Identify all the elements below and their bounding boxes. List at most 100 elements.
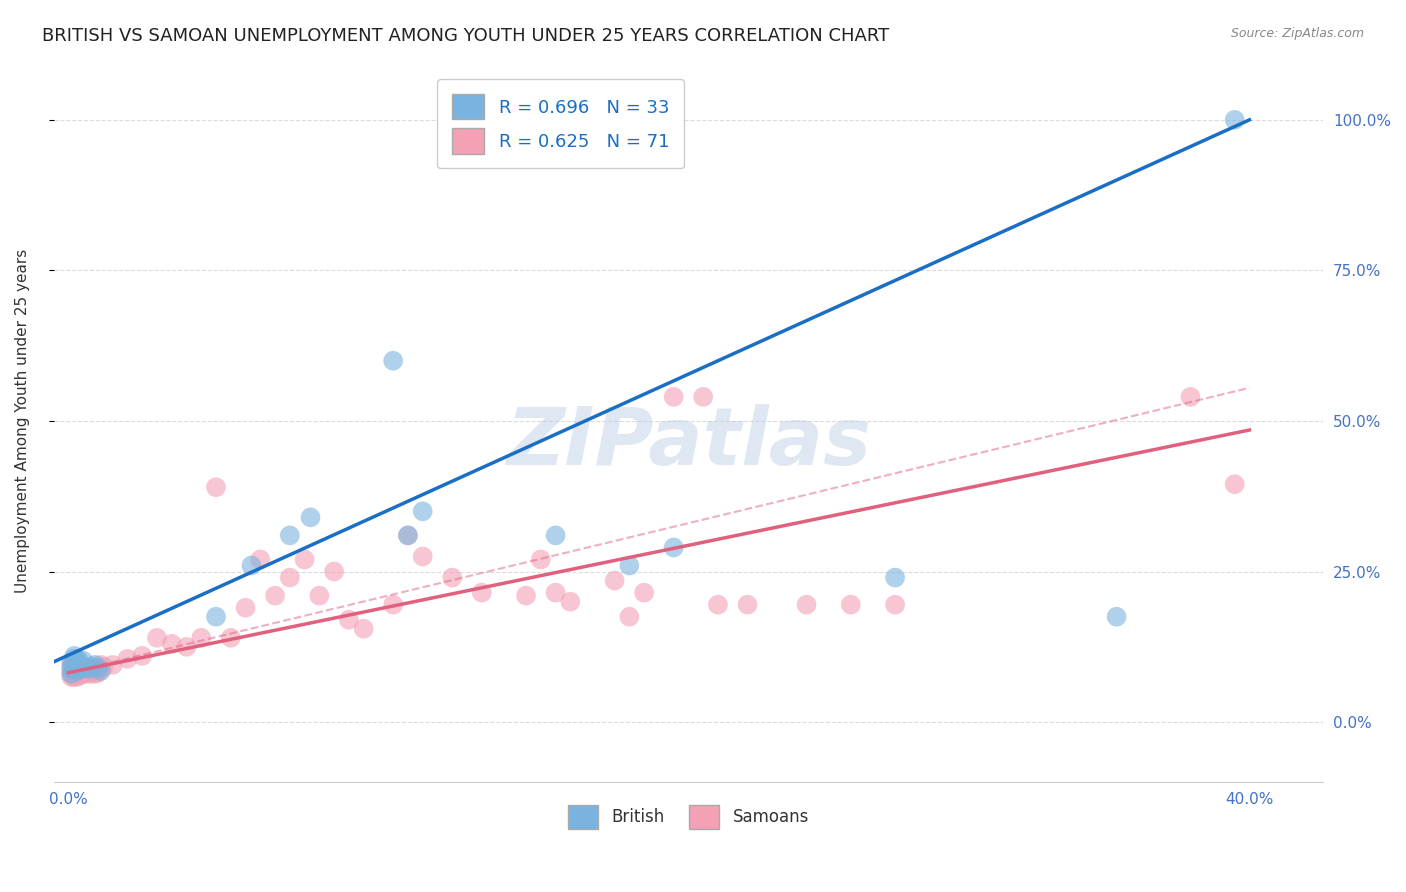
Point — [66, 661, 89, 675]
Point — [190, 631, 212, 645]
Point — [84, 667, 107, 681]
Point — [66, 664, 89, 678]
Point — [80, 659, 103, 673]
Point — [90, 657, 112, 672]
Point — [396, 528, 419, 542]
Point — [80, 662, 103, 676]
Point — [619, 558, 641, 573]
Point — [633, 585, 655, 599]
Point — [87, 665, 110, 680]
Point — [84, 663, 107, 677]
Point — [117, 652, 139, 666]
Point — [63, 670, 86, 684]
Point — [75, 661, 97, 675]
Point — [60, 655, 83, 669]
Point — [72, 664, 94, 678]
Point — [66, 657, 89, 672]
Point — [662, 390, 685, 404]
Point — [337, 613, 360, 627]
Point — [63, 661, 86, 675]
Point — [353, 622, 375, 636]
Point — [72, 654, 94, 668]
Point — [619, 609, 641, 624]
Point — [84, 657, 107, 672]
Point — [63, 652, 86, 666]
Point — [707, 598, 730, 612]
Point — [66, 664, 89, 678]
Point — [412, 549, 434, 564]
Point — [662, 541, 685, 555]
Y-axis label: Unemployment Among Youth under 25 years: Unemployment Among Youth under 25 years — [15, 249, 30, 593]
Point — [87, 662, 110, 676]
Point — [63, 664, 86, 678]
Point — [219, 631, 242, 645]
Point — [77, 662, 100, 676]
Point — [839, 598, 862, 612]
Point — [544, 585, 567, 599]
Point — [205, 609, 228, 624]
Point — [515, 589, 537, 603]
Point — [1105, 609, 1128, 624]
Point — [60, 661, 83, 675]
Point — [1223, 477, 1246, 491]
Point — [544, 528, 567, 542]
Point — [77, 667, 100, 681]
Point — [1223, 112, 1246, 127]
Point — [63, 667, 86, 681]
Point — [160, 637, 183, 651]
Legend: British, Samoans: British, Samoans — [561, 798, 815, 836]
Point — [441, 571, 464, 585]
Point — [692, 390, 714, 404]
Point — [69, 656, 91, 670]
Point — [72, 661, 94, 675]
Point — [60, 670, 83, 684]
Point — [72, 667, 94, 681]
Point — [66, 652, 89, 666]
Point — [63, 664, 86, 678]
Point — [235, 600, 257, 615]
Point — [60, 667, 83, 681]
Point — [63, 648, 86, 663]
Point — [240, 558, 263, 573]
Text: ZIPatlas: ZIPatlas — [506, 404, 870, 482]
Point — [101, 657, 124, 672]
Point — [382, 598, 405, 612]
Point — [737, 598, 759, 612]
Point — [396, 528, 419, 542]
Point — [278, 528, 301, 542]
Point — [412, 504, 434, 518]
Point — [323, 565, 346, 579]
Point — [530, 552, 553, 566]
Point — [77, 663, 100, 677]
Point — [60, 657, 83, 672]
Point — [75, 665, 97, 680]
Point — [60, 667, 83, 681]
Point — [93, 659, 115, 673]
Point — [66, 667, 89, 681]
Point — [60, 661, 83, 675]
Point — [72, 659, 94, 673]
Point — [796, 598, 818, 612]
Point — [299, 510, 322, 524]
Point — [471, 585, 494, 599]
Point — [205, 480, 228, 494]
Point — [884, 598, 907, 612]
Point — [1180, 390, 1202, 404]
Point — [60, 664, 83, 678]
Point — [66, 670, 89, 684]
Point — [382, 353, 405, 368]
Point — [603, 574, 626, 588]
Point — [90, 664, 112, 678]
Point — [308, 589, 330, 603]
Point — [176, 640, 198, 654]
Point — [278, 571, 301, 585]
Point — [884, 571, 907, 585]
Point — [75, 662, 97, 676]
Point — [87, 661, 110, 675]
Point — [131, 648, 153, 663]
Point — [69, 662, 91, 676]
Point — [69, 665, 91, 680]
Point — [63, 657, 86, 672]
Point — [264, 589, 287, 603]
Point — [294, 552, 316, 566]
